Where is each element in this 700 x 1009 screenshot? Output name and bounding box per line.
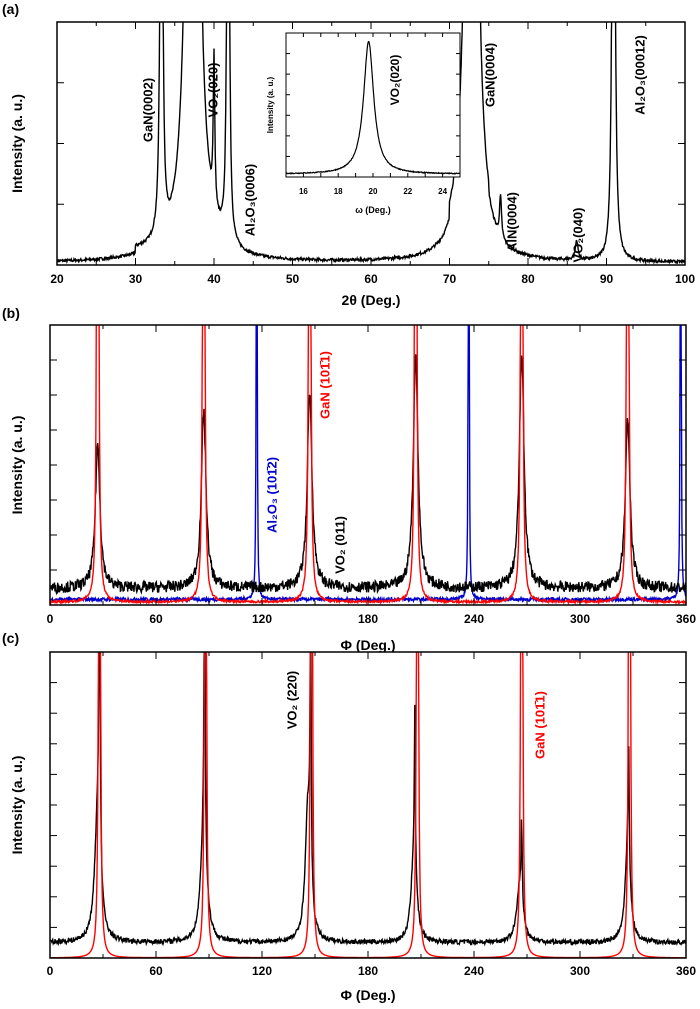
x-tick-label: 20: [50, 272, 64, 286]
x-tick-label: 0: [47, 612, 54, 626]
plot-area: [286, 33, 460, 177]
x-tick-label: 80: [521, 272, 535, 286]
x-tick-label: 0: [47, 964, 54, 978]
x-axis-label: ω (Deg.): [355, 205, 391, 215]
y-axis-label: Intensity (a. u.): [9, 756, 25, 855]
x-tick-label: 18: [334, 187, 343, 196]
peak-annotation: Al₂O₃(0006): [243, 164, 258, 236]
x-tick-label: 22: [403, 187, 412, 196]
y-axis-label: Intensity (a. u.): [9, 416, 25, 515]
panel-label: (a): [2, 1, 19, 17]
x-tick-label: 180: [358, 964, 378, 978]
y-axis-label: Intensity (a. u.): [9, 94, 25, 193]
series-line-1: [50, 354, 686, 596]
x-tick-label: 300: [570, 964, 590, 978]
x-tick-label: 20: [369, 187, 378, 196]
x-tick-label: 240: [464, 612, 484, 626]
x-tick-label: 60: [149, 964, 163, 978]
panel-c: 0 60 120 180 240 300 360 Φ (Deg.) Intensity (a. …: [2, 630, 696, 1003]
x-tick-label: 240: [464, 964, 484, 978]
x-axis-label: 2θ (Deg.): [342, 292, 401, 308]
y-axis-label: Intensity (a. u.): [266, 76, 275, 133]
peak-annotation: VO₂(020): [388, 55, 402, 106]
panel-label: (b): [2, 305, 20, 321]
series-line-0: [286, 40, 460, 175]
series-line-0: [50, 652, 686, 947]
x-tick-label: 90: [600, 272, 614, 286]
peak-annotation: Al₂O₃ (101̄2): [265, 457, 280, 533]
x-tick-label: 16: [299, 187, 308, 196]
peak-annotation: Al₂O₃(00012): [633, 35, 648, 115]
x-tick-label: 50: [286, 272, 300, 286]
x-tick-label: 24: [438, 187, 447, 196]
panel-label: (c): [2, 630, 19, 646]
x-tick-label: 360: [676, 612, 696, 626]
peak-annotation: GaN (101̄1): [318, 351, 333, 419]
x-tick-label: 360: [676, 964, 696, 978]
x-tick-label: 120: [252, 964, 272, 978]
peak-annotation: GaN (101̄1): [533, 691, 548, 759]
peak-annotation: VO₂(020): [206, 63, 221, 118]
x-tick-label: 120: [252, 612, 272, 626]
x-axis-label: Φ (Deg.): [340, 987, 395, 1003]
plot-area: [50, 325, 686, 605]
peak-annotation: GaN(0004): [483, 43, 498, 107]
x-tick-label: 300: [570, 612, 590, 626]
x-tick-label: 30: [129, 272, 143, 286]
x-tick-label: 40: [207, 272, 221, 286]
x-tick-label: 100: [675, 272, 695, 286]
peak-annotation: VO₂ (220): [285, 671, 300, 730]
peak-annotation: GaN(0002): [141, 78, 156, 142]
peak-annotation: AlN(0004): [505, 192, 520, 252]
x-tick-label: 60: [364, 272, 378, 286]
x-axis-label: Φ (Deg.): [340, 637, 395, 653]
panel-b: 0 60 120 180 240 300 360 Φ (Deg.) Intensity (a. …: [2, 305, 696, 653]
x-tick-label: 60: [149, 612, 163, 626]
inset-plot: 16 18 20 22 24 ω (Deg.) Intensity (a. u.) VO₂(0…: [266, 32, 461, 215]
peak-annotation: VO₂ (011): [333, 516, 348, 574]
plot-area: [50, 652, 686, 958]
x-tick-label: 70: [443, 272, 457, 286]
x-tick-label: 180: [358, 612, 378, 626]
peak-annotation: VO₂(040): [571, 208, 586, 263]
